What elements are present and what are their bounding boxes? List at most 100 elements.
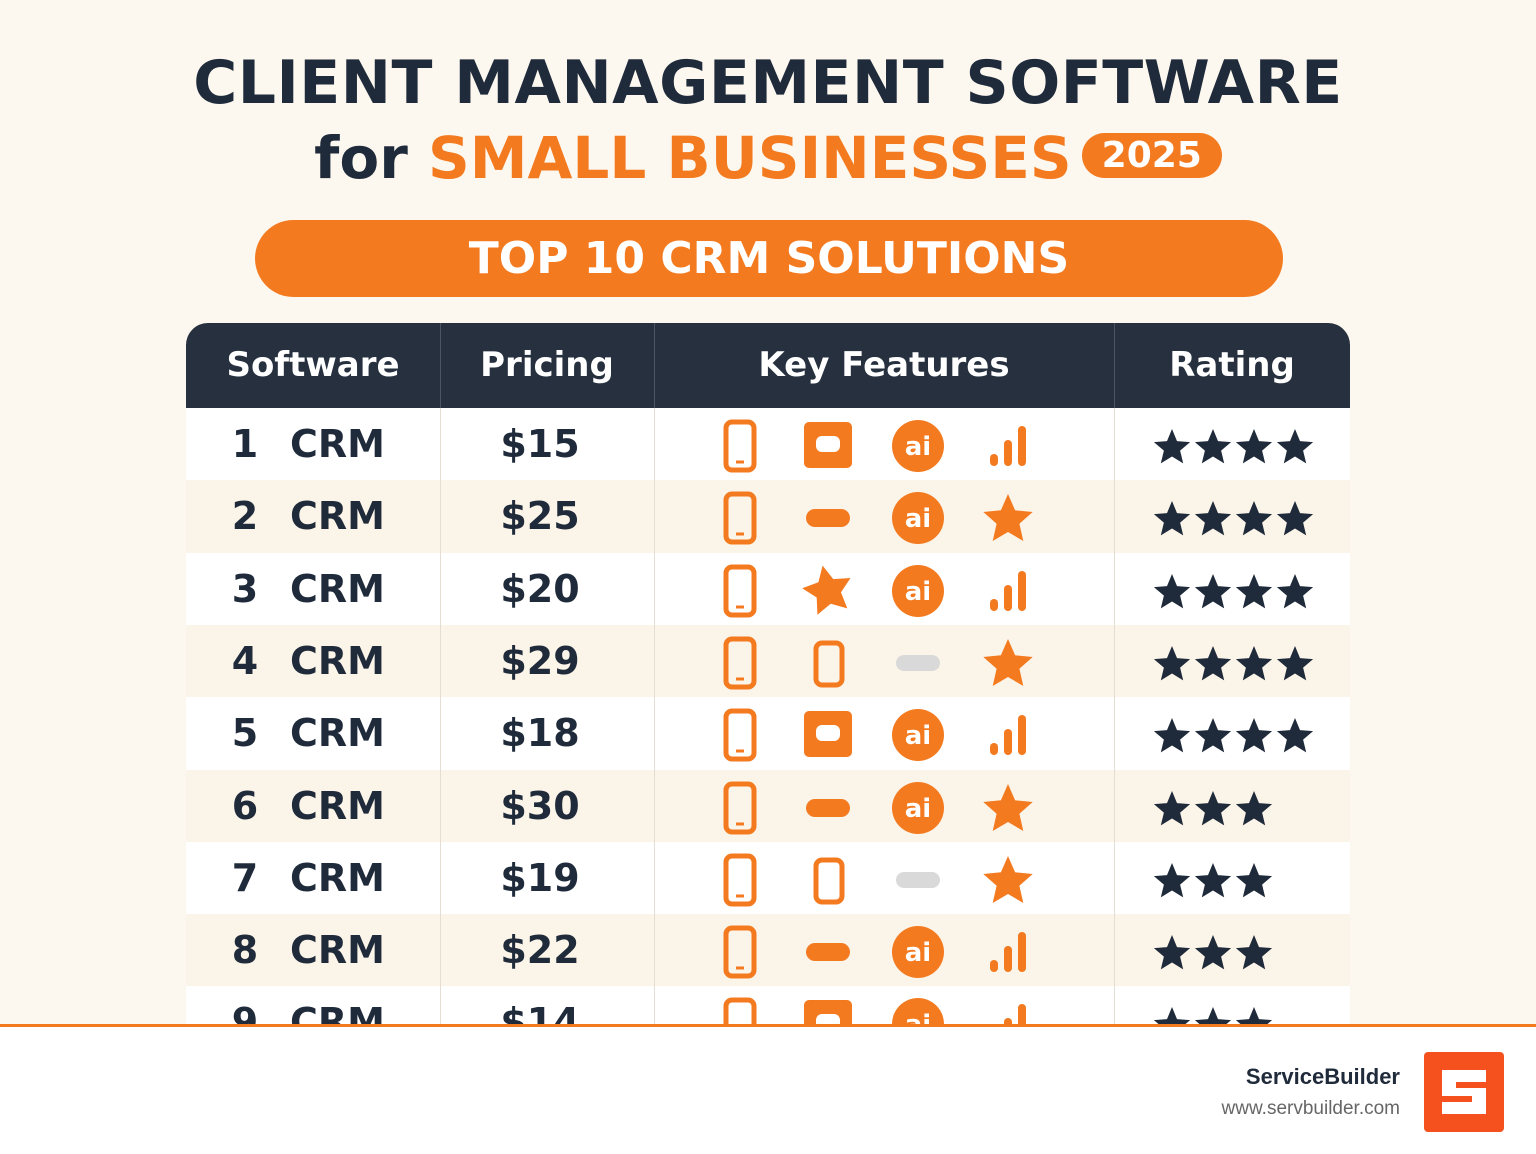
rating-star <box>1194 429 1232 464</box>
rank: 9 <box>231 1000 259 1025</box>
software-name: CRM <box>290 855 385 900</box>
divider-rule <box>0 1024 1536 1027</box>
features: ai <box>723 925 1273 979</box>
rating-star <box>1194 501 1232 536</box>
icon-star <box>983 855 1033 903</box>
icon-bar <box>1004 1018 1012 1025</box>
icon-pill <box>806 509 850 528</box>
rating-star <box>1276 501 1314 536</box>
icon-bar <box>990 743 998 756</box>
divider <box>1114 408 1115 1025</box>
rating-star <box>1235 645 1273 681</box>
icon-bar <box>990 598 998 611</box>
icon-ai <box>892 998 944 1025</box>
divider <box>1114 323 1115 408</box>
rating-star <box>1194 645 1232 681</box>
icon-phone <box>723 997 757 1025</box>
table-row: 2 CRM $25 ai <box>186 480 1350 554</box>
features: ai <box>723 564 1314 618</box>
icon-chat-bubble <box>816 436 840 452</box>
icon-star <box>983 494 1033 542</box>
divider <box>440 323 441 408</box>
table-row: 5 CRM $18 ai <box>186 697 1350 771</box>
rating-star <box>1153 718 1191 753</box>
rank: 3 <box>231 566 259 611</box>
rating-star <box>1235 718 1273 753</box>
column-header: Pricing <box>480 345 614 385</box>
icon-chat-bubble <box>816 725 840 742</box>
icon-ai-label: ai <box>905 504 931 534</box>
rank: 8 <box>231 928 259 973</box>
icon-bar <box>1018 715 1026 756</box>
price: $29 <box>500 638 580 683</box>
icon-bar <box>1004 729 1012 756</box>
logo <box>1424 1052 1504 1132</box>
icon-chat-bubble <box>816 1014 840 1025</box>
rating-star <box>1153 501 1191 536</box>
divider <box>654 323 655 408</box>
column-header: Key Features <box>758 345 1010 385</box>
table-row: 8 CRM $22 ai <box>186 914 1350 988</box>
icon-ai-label: ai <box>905 432 931 462</box>
icon-phone <box>723 925 757 979</box>
logo-mark <box>1442 1070 1486 1114</box>
icon-phone <box>813 640 845 688</box>
rating-star <box>1153 935 1191 970</box>
features: ai <box>723 708 1314 762</box>
rating-star <box>1235 790 1273 825</box>
icon-ai <box>892 926 944 979</box>
icon-pill <box>896 654 940 671</box>
features <box>723 636 1314 690</box>
rating-star <box>1276 645 1314 681</box>
table-header: Software Pricing Key Features Rating <box>186 323 1350 408</box>
table-body: 1 CRM $15 ai 2 CRM $25 ai 3 CRM $20 ai 4 CRM $29 5 CRM $1… <box>186 408 1350 1025</box>
features: ai <box>723 781 1273 834</box>
icon-pill <box>806 943 850 962</box>
price: $14 <box>500 1000 580 1025</box>
icon-chat <box>804 1000 852 1025</box>
rank: 7 <box>231 855 259 900</box>
table-row: 7 CRM $19 <box>186 841 1350 915</box>
icon-ai-label: ai <box>905 721 931 751</box>
icon-bar <box>1004 946 1012 973</box>
icon-ai <box>892 420 944 472</box>
software-name: CRM <box>290 422 385 466</box>
software-name: CRM <box>290 1000 385 1025</box>
divider <box>654 408 655 1025</box>
rating-star <box>1194 1007 1232 1025</box>
subtitle-for: for <box>314 124 408 192</box>
rating-star <box>1194 718 1232 753</box>
table-row: 4 CRM $29 <box>186 624 1350 698</box>
rating-star <box>1235 573 1273 608</box>
rating-star <box>1153 645 1191 681</box>
rating-star <box>1153 862 1191 898</box>
software-name: CRM <box>290 711 385 756</box>
software-name: CRM <box>290 928 385 973</box>
rating-star <box>1276 573 1314 608</box>
footer <box>0 1027 1536 1154</box>
icon-bar <box>990 960 998 973</box>
rank: 6 <box>231 783 259 828</box>
table-row: 6 CRM $30 ai <box>186 769 1350 843</box>
icon-bar <box>1004 440 1012 466</box>
icon-bar <box>1018 932 1026 973</box>
rating-star <box>1194 862 1232 898</box>
price: $15 <box>500 422 580 466</box>
rating-star <box>1235 1007 1273 1025</box>
rank: 5 <box>231 711 259 756</box>
banner: TOP 10 CRM SOLUTIONS <box>255 220 1283 297</box>
software-name: CRM <box>290 638 385 683</box>
subtitle: for SMALL BUSINESSES 2025 <box>0 124 1536 192</box>
year-badge: 2025 <box>1081 133 1222 179</box>
icon-phone <box>723 636 757 690</box>
rating-star <box>1235 501 1273 536</box>
brand-name: ServiceBuilder <box>1245 1064 1400 1089</box>
rating-star <box>1194 935 1232 970</box>
table-row: 9 CRM $14 ai <box>186 986 1350 1025</box>
icon-phone <box>813 857 845 905</box>
price: $18 <box>500 711 580 756</box>
icon-ai <box>892 492 944 545</box>
icon-phone <box>723 781 757 834</box>
